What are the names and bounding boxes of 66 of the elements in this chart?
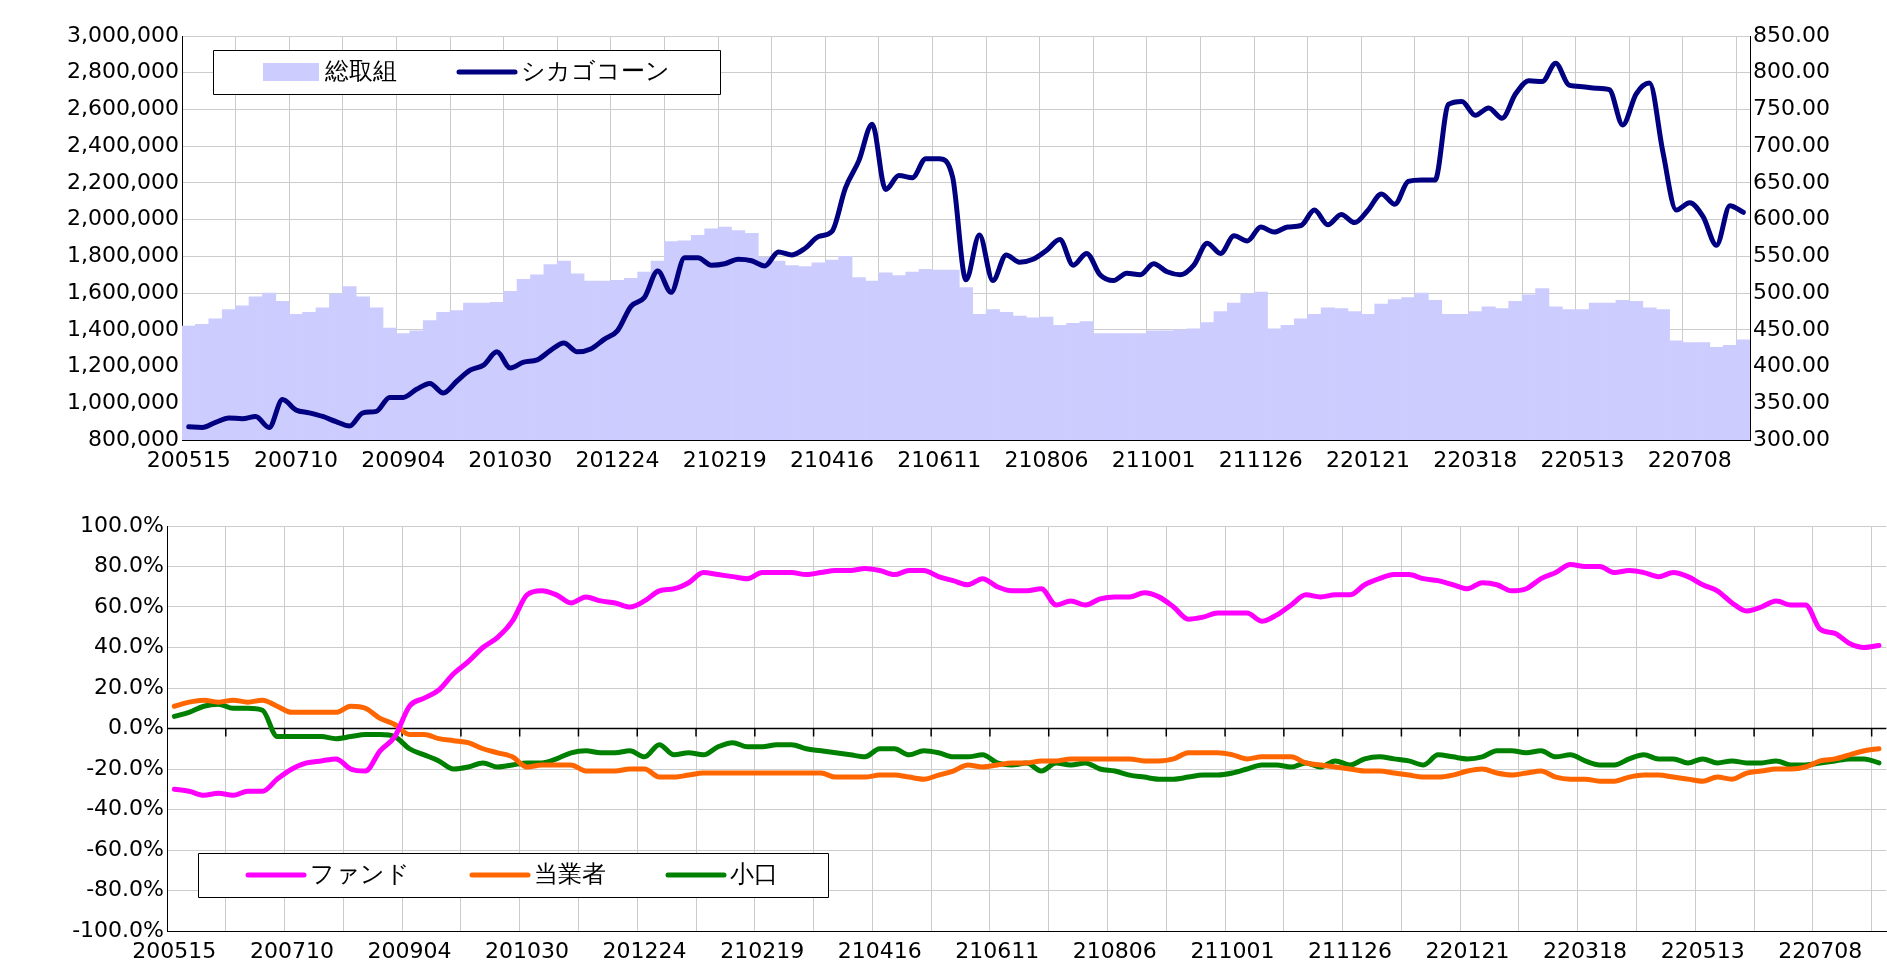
- x-tick-label: 211001: [1111, 446, 1196, 472]
- y2-tick-label: 300.00: [1753, 425, 1830, 451]
- y2-tick-label: 400.00: [1753, 352, 1830, 378]
- x-tick-label: 201224: [575, 446, 660, 472]
- y2-tick-label: 600.00: [1753, 205, 1830, 231]
- x-tick-label: 220513: [1660, 937, 1745, 963]
- x-tick-label: 210416: [789, 446, 874, 472]
- y2-tick-label: 500.00: [1753, 278, 1830, 304]
- x-tick-label: 220318: [1433, 446, 1518, 472]
- y2-tick-label: 750.00: [1753, 95, 1830, 121]
- x-tick-label: 200710: [253, 446, 338, 472]
- x-tick-label: 211001: [1190, 937, 1275, 963]
- legend-label: シカゴコーン: [521, 57, 670, 86]
- y-tick-label: 1,000,000: [67, 388, 179, 414]
- y-tick-label: 80.0%: [94, 552, 164, 578]
- legend-label: 小口: [730, 860, 778, 889]
- x-tick-label: 220318: [1543, 937, 1628, 963]
- y-tick-label: -80.0%: [86, 876, 164, 902]
- y-tick-label: 2,200,000: [67, 168, 179, 194]
- y-tick-label: 1,200,000: [67, 352, 179, 378]
- y-tick-label: 3,000,000: [67, 21, 179, 47]
- y-tick-label: 1,800,000: [67, 242, 179, 268]
- y-tick-label: 0.0%: [108, 714, 164, 740]
- y-tick-label: 2,800,000: [67, 58, 179, 84]
- x-tick-label: 210806: [1072, 937, 1157, 963]
- x-tick-label: 211126: [1218, 446, 1303, 472]
- x-tick-label: 201030: [485, 937, 570, 963]
- y2-tick-label: 350.00: [1753, 388, 1830, 414]
- y2-tick-label: 700.00: [1753, 131, 1830, 157]
- y-tick-label: -60.0%: [86, 835, 164, 861]
- x-tick-label: 210806: [1004, 446, 1089, 472]
- x-tick-label: 210611: [897, 446, 982, 472]
- y-tick-label: 2,600,000: [67, 95, 179, 121]
- x-tick-label: 211126: [1307, 937, 1392, 963]
- y-tick-label: -20.0%: [86, 754, 164, 780]
- x-tick-label: 210219: [682, 446, 767, 472]
- x-tick-label: 200904: [367, 937, 452, 963]
- y-tick-label: 2,400,000: [67, 131, 179, 157]
- x-tick-label: 220121: [1425, 937, 1510, 963]
- x-tick-label: 200904: [361, 446, 446, 472]
- y2-tick-label: 450.00: [1753, 315, 1830, 341]
- y-tick-label: 1,400,000: [67, 315, 179, 341]
- y-tick-label: 20.0%: [94, 673, 164, 699]
- legend-label: 総取組: [324, 57, 397, 86]
- y-tick-label: 1,600,000: [67, 278, 179, 304]
- y2-tick-label: 650.00: [1753, 168, 1830, 194]
- y-tick-label: 40.0%: [94, 633, 164, 659]
- x-tick-label: 210416: [837, 937, 922, 963]
- legend-label: ファンド: [310, 860, 410, 889]
- x-tick-label: 200710: [249, 937, 334, 963]
- x-tick-label: 210611: [955, 937, 1040, 963]
- y-tick-label: 60.0%: [94, 592, 164, 618]
- x-tick-label: 201224: [602, 937, 687, 963]
- y2-tick-label: 850.00: [1753, 21, 1830, 47]
- x-tick-label: 220121: [1326, 446, 1411, 472]
- x-tick-label: 220513: [1540, 446, 1625, 472]
- x-tick-label: 210219: [720, 937, 805, 963]
- x-tick-label: 201030: [468, 446, 553, 472]
- x-tick-label: 220708: [1778, 937, 1863, 963]
- y-tick-label: 2,000,000: [67, 205, 179, 231]
- x-tick-label: 220708: [1647, 446, 1732, 472]
- y-tick-label: 100.0%: [80, 511, 164, 537]
- y2-tick-label: 800.00: [1753, 58, 1830, 84]
- y-tick-label: -40.0%: [86, 795, 164, 821]
- legend-label: 当業者: [534, 860, 606, 889]
- y2-tick-label: 550.00: [1753, 242, 1830, 268]
